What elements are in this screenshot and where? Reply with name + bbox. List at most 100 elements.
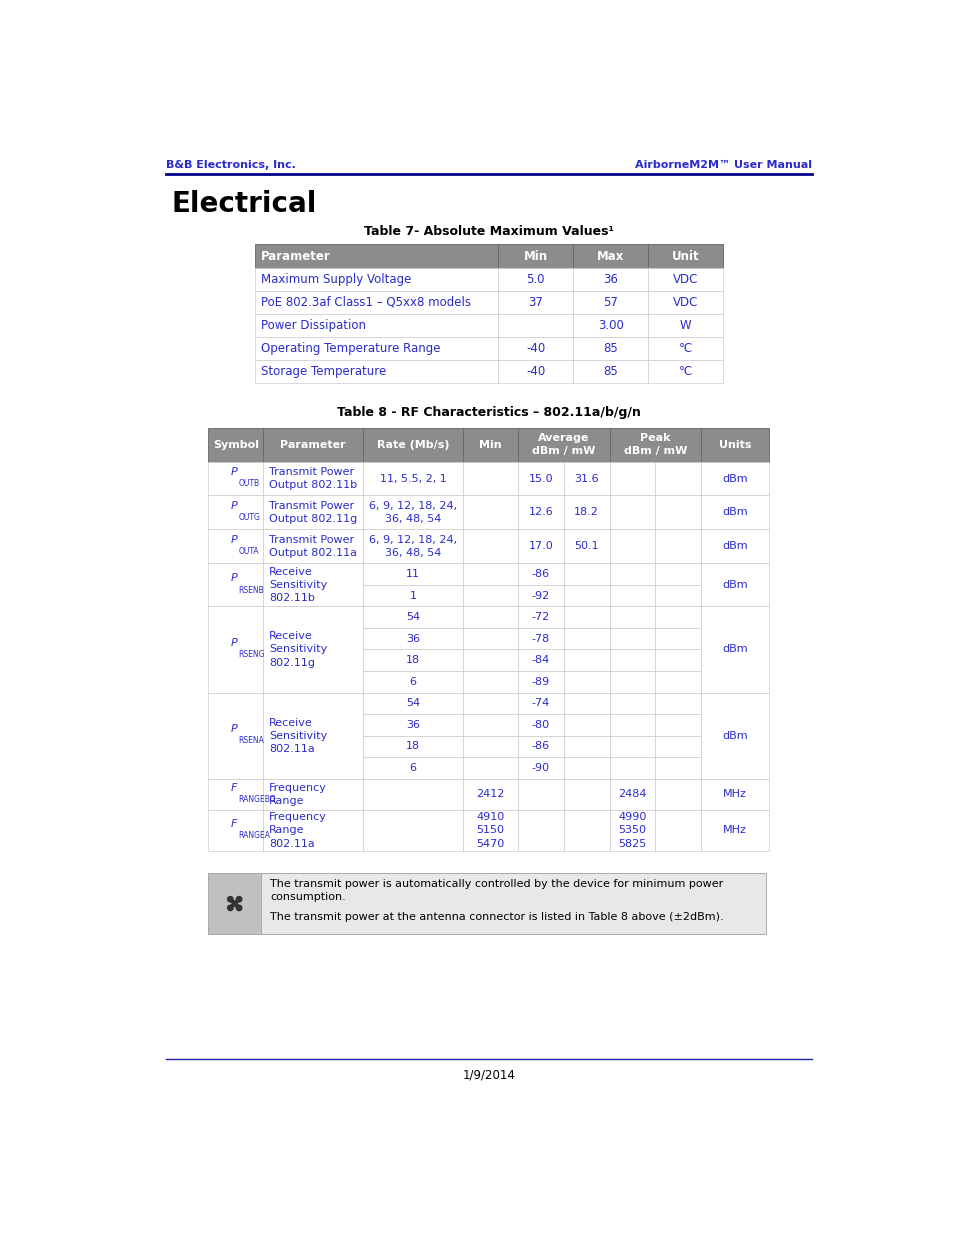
FancyBboxPatch shape: [363, 585, 462, 606]
FancyBboxPatch shape: [563, 585, 609, 606]
FancyBboxPatch shape: [647, 314, 722, 337]
FancyBboxPatch shape: [462, 427, 517, 462]
FancyBboxPatch shape: [563, 650, 609, 671]
FancyBboxPatch shape: [462, 671, 517, 693]
FancyBboxPatch shape: [208, 462, 263, 495]
Text: Table 8 - RF Characteristics – 802.11a/b/g/n: Table 8 - RF Characteristics – 802.11a/b…: [336, 406, 640, 419]
Text: -86: -86: [532, 741, 550, 751]
Text: P: P: [231, 724, 237, 734]
FancyBboxPatch shape: [609, 757, 655, 779]
FancyBboxPatch shape: [700, 530, 769, 563]
Circle shape: [236, 897, 241, 902]
FancyBboxPatch shape: [517, 693, 563, 714]
FancyBboxPatch shape: [655, 671, 700, 693]
FancyBboxPatch shape: [208, 810, 263, 851]
FancyBboxPatch shape: [563, 671, 609, 693]
Text: VDC: VDC: [672, 295, 698, 309]
FancyBboxPatch shape: [263, 530, 363, 563]
Text: -80: -80: [532, 720, 550, 730]
FancyBboxPatch shape: [655, 779, 700, 810]
FancyBboxPatch shape: [517, 810, 563, 851]
FancyBboxPatch shape: [517, 495, 563, 530]
FancyBboxPatch shape: [517, 736, 563, 757]
FancyBboxPatch shape: [647, 290, 722, 314]
Text: 37: 37: [528, 295, 542, 309]
FancyBboxPatch shape: [462, 627, 517, 650]
FancyBboxPatch shape: [655, 563, 700, 585]
Text: Storage Temperature: Storage Temperature: [261, 366, 386, 378]
Text: Electrical: Electrical: [172, 190, 317, 217]
FancyBboxPatch shape: [563, 714, 609, 736]
Text: -89: -89: [531, 677, 550, 687]
Text: MHz: MHz: [722, 825, 746, 835]
Text: 11: 11: [406, 569, 419, 579]
Text: Power Dissipation: Power Dissipation: [261, 319, 366, 332]
Text: 85: 85: [602, 366, 618, 378]
Text: -90: -90: [532, 763, 550, 773]
Text: 54: 54: [406, 613, 420, 622]
FancyBboxPatch shape: [573, 245, 647, 268]
Text: F: F: [231, 783, 237, 793]
Text: RANGEA: RANGEA: [238, 831, 270, 840]
Text: Parameter: Parameter: [261, 249, 331, 263]
FancyBboxPatch shape: [517, 462, 563, 495]
FancyBboxPatch shape: [609, 650, 655, 671]
FancyBboxPatch shape: [462, 810, 517, 851]
FancyBboxPatch shape: [609, 627, 655, 650]
FancyBboxPatch shape: [563, 606, 609, 627]
Text: Symbol: Symbol: [213, 440, 258, 450]
FancyBboxPatch shape: [563, 495, 609, 530]
Text: dBm: dBm: [721, 473, 747, 484]
Text: Maximum Supply Voltage: Maximum Supply Voltage: [261, 273, 411, 285]
Circle shape: [236, 905, 241, 910]
FancyBboxPatch shape: [363, 810, 462, 851]
FancyBboxPatch shape: [462, 736, 517, 757]
Text: MHz: MHz: [722, 789, 746, 799]
Text: Unit: Unit: [671, 249, 699, 263]
Text: -72: -72: [531, 613, 550, 622]
Text: -78: -78: [531, 634, 550, 643]
Text: P: P: [231, 638, 237, 648]
FancyBboxPatch shape: [573, 290, 647, 314]
Text: P: P: [231, 501, 237, 511]
Text: 18: 18: [406, 656, 420, 666]
FancyBboxPatch shape: [655, 650, 700, 671]
FancyBboxPatch shape: [609, 714, 655, 736]
FancyBboxPatch shape: [497, 245, 573, 268]
Text: The transmit power at the antenna connector is listed in Table 8 above (±2dBm).: The transmit power at the antenna connec…: [270, 913, 723, 923]
Text: RSENA: RSENA: [238, 736, 264, 746]
FancyBboxPatch shape: [462, 757, 517, 779]
Text: Operating Temperature Range: Operating Temperature Range: [261, 342, 440, 354]
Text: VDC: VDC: [672, 273, 698, 285]
Text: 5.0: 5.0: [526, 273, 544, 285]
Text: 11, 5.5, 2, 1: 11, 5.5, 2, 1: [379, 473, 446, 484]
FancyBboxPatch shape: [563, 810, 609, 851]
FancyBboxPatch shape: [655, 462, 700, 495]
Text: -40: -40: [525, 342, 545, 354]
FancyBboxPatch shape: [462, 606, 517, 627]
FancyBboxPatch shape: [573, 337, 647, 359]
Text: 6, 9, 12, 18, 24,
36, 48, 54: 6, 9, 12, 18, 24, 36, 48, 54: [369, 535, 456, 558]
Text: Parameter: Parameter: [280, 440, 346, 450]
Text: 36: 36: [406, 720, 419, 730]
FancyBboxPatch shape: [517, 427, 609, 462]
Text: Transmit Power
Output 802.11a: Transmit Power Output 802.11a: [269, 535, 356, 558]
FancyBboxPatch shape: [263, 462, 363, 495]
FancyBboxPatch shape: [208, 693, 263, 779]
FancyBboxPatch shape: [517, 650, 563, 671]
Circle shape: [228, 897, 233, 902]
Text: dBm: dBm: [721, 645, 747, 655]
FancyBboxPatch shape: [655, 606, 700, 627]
FancyBboxPatch shape: [517, 671, 563, 693]
FancyBboxPatch shape: [363, 671, 462, 693]
Text: 57: 57: [602, 295, 618, 309]
Text: Transmit Power
Output 802.11b: Transmit Power Output 802.11b: [269, 467, 356, 490]
Text: 17.0: 17.0: [528, 541, 553, 551]
Text: B&B Electronics, Inc.: B&B Electronics, Inc.: [166, 161, 295, 170]
Text: 50.1: 50.1: [574, 541, 598, 551]
Text: -40: -40: [525, 366, 545, 378]
FancyBboxPatch shape: [263, 495, 363, 530]
FancyBboxPatch shape: [655, 693, 700, 714]
Text: PoE 802.3af Class1 – Q5xx8 models: PoE 802.3af Class1 – Q5xx8 models: [261, 295, 471, 309]
FancyBboxPatch shape: [208, 606, 263, 693]
